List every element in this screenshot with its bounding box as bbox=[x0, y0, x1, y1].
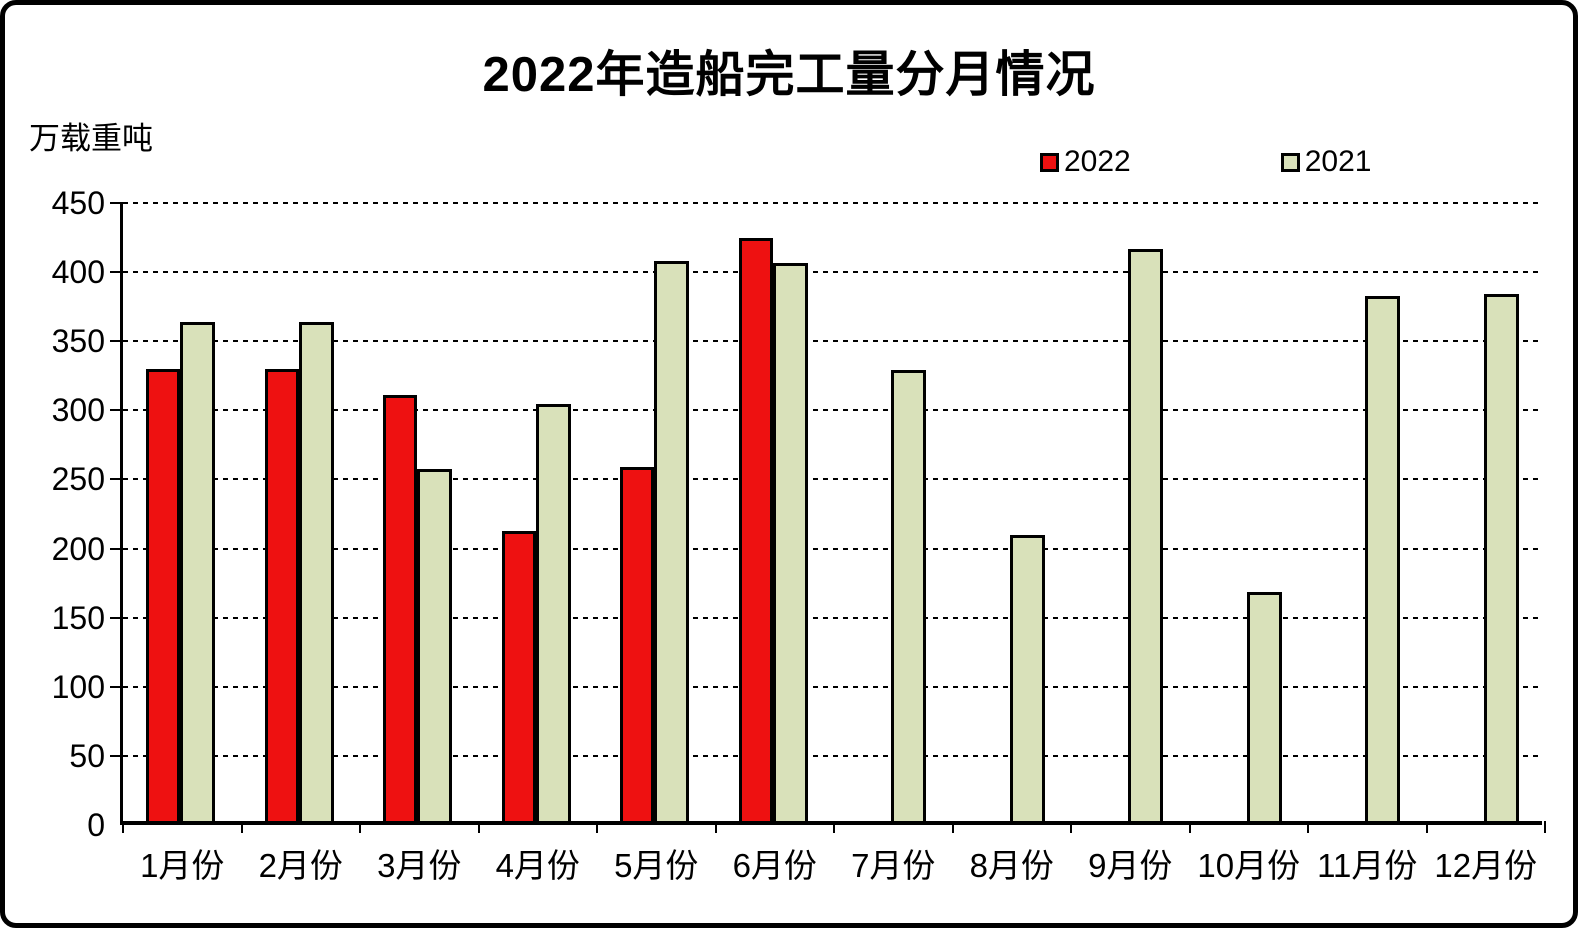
y-tick-label-50: 50 bbox=[69, 737, 105, 774]
x-axis-tick-4 bbox=[596, 821, 598, 833]
x-tick-label-4月份: 4月份 bbox=[495, 847, 580, 884]
x-axis-tick-1 bbox=[240, 821, 243, 833]
y-axis-tick-250 bbox=[110, 478, 123, 481]
legend-swatch-2021 bbox=[1280, 152, 1300, 172]
bar-2021-10月份 bbox=[1246, 591, 1282, 821]
bar-2021-4月份 bbox=[535, 403, 571, 821]
gridline-300 bbox=[123, 409, 1542, 412]
gridline-250 bbox=[123, 478, 1542, 481]
y-tick-label-350: 350 bbox=[51, 323, 105, 360]
bar-2022-1月份 bbox=[146, 369, 180, 821]
x-axis-tick-0 bbox=[122, 821, 124, 833]
gridline-450 bbox=[123, 202, 1542, 204]
x-axis-tick-10 bbox=[1307, 821, 1309, 833]
x-tick-label-5月份: 5月份 bbox=[614, 847, 699, 884]
y-axis-tick-200 bbox=[110, 547, 123, 550]
legend-item-2022: 2022 bbox=[1040, 147, 1131, 177]
bar-2022-2月份 bbox=[264, 369, 299, 821]
bar-2021-9月份 bbox=[1128, 248, 1163, 821]
legend-swatch-2022 bbox=[1040, 152, 1059, 172]
y-tick-label-300: 300 bbox=[51, 392, 105, 429]
bar-2022-5月份 bbox=[620, 467, 654, 821]
x-axis-tick-5 bbox=[714, 821, 717, 833]
x-tick-label-8月份: 8月份 bbox=[969, 847, 1054, 884]
y-tick-label-450: 450 bbox=[51, 185, 105, 221]
gridline-150 bbox=[123, 616, 1542, 619]
y-axis-tick-400 bbox=[110, 271, 123, 274]
x-axis-tick-11 bbox=[1425, 821, 1428, 833]
x-tick-label-6月份: 6月份 bbox=[732, 847, 817, 884]
y-tick-label-0: 0 bbox=[87, 807, 105, 843]
legend: 2022 2021 bbox=[1040, 147, 1372, 177]
y-axis-tick-100 bbox=[110, 685, 123, 688]
gridline-400 bbox=[123, 271, 1542, 274]
chart-title: 2022年造船完工量分月情况 bbox=[482, 48, 1096, 102]
gridline-200 bbox=[123, 547, 1542, 550]
x-tick-label-12月份: 12月份 bbox=[1434, 847, 1538, 884]
y-tick-label-200: 200 bbox=[51, 530, 105, 567]
x-axis-tick-12 bbox=[1544, 821, 1546, 833]
x-tick-label-9月份: 9月份 bbox=[1088, 847, 1173, 884]
x-tick-label-1月份: 1月份 bbox=[140, 847, 225, 884]
y-axis-tick-350 bbox=[110, 340, 123, 343]
legend-item-2021: 2021 bbox=[1280, 145, 1372, 178]
bar-2022-4月份 bbox=[501, 530, 536, 821]
x-axis-tick-9 bbox=[1188, 821, 1191, 833]
bar-2021-3月份 bbox=[417, 468, 452, 821]
bar-2022-3月份 bbox=[383, 395, 417, 821]
bar-2021-7月份 bbox=[891, 370, 926, 821]
y-tick-label-250: 250 bbox=[51, 461, 105, 498]
x-tick-label-2月份: 2月份 bbox=[258, 847, 343, 884]
x-axis-tick-6 bbox=[833, 821, 835, 833]
x-tick-label-10月份: 10月份 bbox=[1197, 847, 1301, 884]
bar-2021-5月份 bbox=[654, 261, 689, 821]
gridline-350 bbox=[123, 340, 1542, 343]
y-axis-labels: 0 50 100 150 200 250 300 350 400 450 bbox=[5, 5, 1573, 923]
bar-2021-12月份 bbox=[1483, 294, 1519, 821]
bar-2021-11月份 bbox=[1365, 295, 1400, 821]
x-axis-tick-2 bbox=[359, 821, 361, 833]
bar-2021-8月份 bbox=[1009, 534, 1045, 821]
y-tick-label-150: 150 bbox=[51, 599, 105, 636]
bar-2021-1月份 bbox=[180, 322, 215, 821]
x-tick-label-3月份: 3月份 bbox=[377, 847, 462, 884]
x-axis-tick-7 bbox=[951, 821, 954, 833]
bar-2021-6月份 bbox=[772, 262, 808, 821]
x-axis-tick-8 bbox=[1070, 821, 1072, 833]
y-tick-label-100: 100 bbox=[51, 668, 105, 705]
y-axis-unit-label: 万载重吨 bbox=[29, 121, 153, 156]
y-axis-tick-300 bbox=[110, 409, 123, 412]
y-axis-tick-50 bbox=[110, 754, 123, 757]
gridline-100 bbox=[123, 685, 1542, 688]
legend-label-2021: 2021 bbox=[1304, 145, 1372, 178]
legend-label-2022: 2022 bbox=[1064, 145, 1131, 178]
gridline-50 bbox=[123, 754, 1542, 757]
plot-area: 1月份 2月份 3月份 4月份 5月份 6月份 7月份 8月份 9月份 10月份 11月份 12月份 bbox=[110, 202, 1546, 884]
x-tick-label-7月份: 7月份 bbox=[851, 847, 936, 884]
y-axis-tick-450 bbox=[110, 202, 123, 204]
y-tick-label-400: 400 bbox=[51, 254, 105, 291]
bar-2021-2月份 bbox=[298, 322, 334, 821]
x-axis-tick-3 bbox=[477, 821, 480, 833]
x-tick-label-11月份: 11月份 bbox=[1317, 847, 1418, 884]
y-axis-tick-150 bbox=[110, 616, 123, 619]
bar-2022-6月份 bbox=[738, 237, 773, 821]
